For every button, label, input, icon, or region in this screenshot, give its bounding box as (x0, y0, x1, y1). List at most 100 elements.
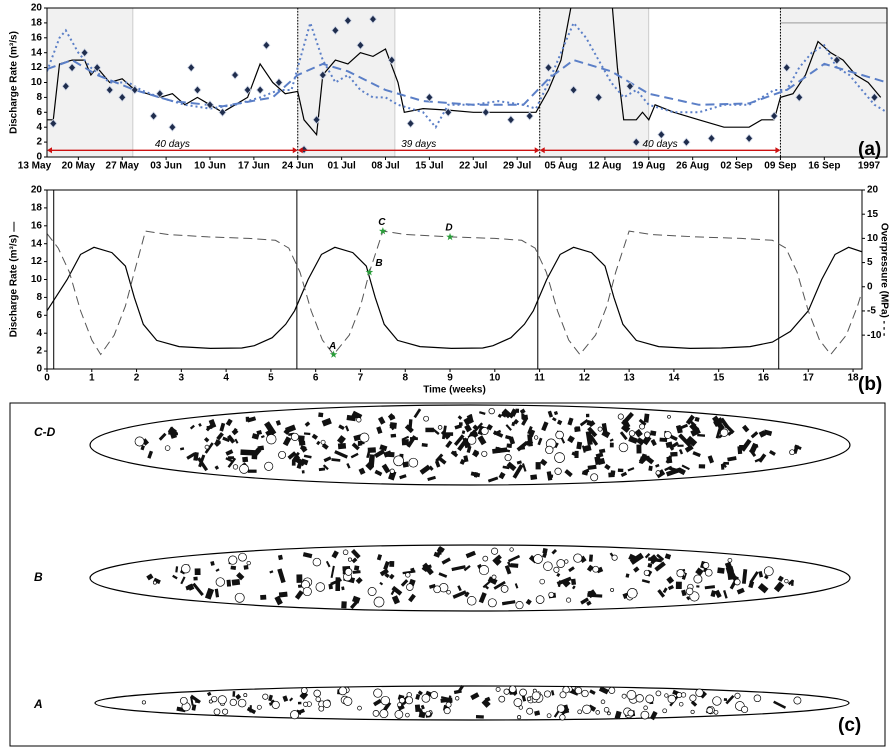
particle (539, 458, 548, 467)
particle (301, 470, 305, 474)
particle (534, 710, 541, 716)
bubble (237, 698, 247, 708)
bubble (595, 710, 600, 715)
bubble (312, 557, 322, 567)
bubble (393, 455, 404, 467)
particle (604, 463, 611, 471)
particle (457, 415, 463, 420)
particle (434, 460, 441, 468)
particle (707, 455, 715, 464)
particle (277, 554, 283, 561)
particle (726, 425, 735, 435)
particle (420, 704, 425, 710)
particle (757, 583, 769, 594)
y2-tick-label: 0 (867, 281, 873, 292)
particle (389, 561, 395, 567)
particle (350, 452, 359, 459)
data-point (274, 77, 283, 88)
particle (331, 550, 339, 559)
particle (321, 417, 332, 427)
bubble (228, 555, 238, 565)
particle (694, 416, 700, 422)
particle (294, 451, 300, 458)
particle (617, 468, 624, 473)
bubble (271, 700, 280, 709)
particle (598, 686, 609, 695)
plot-area (47, 8, 887, 157)
data-point (93, 62, 102, 73)
particle (546, 471, 553, 481)
particle (628, 435, 638, 444)
particle (374, 449, 386, 459)
particle (346, 462, 351, 469)
particle (277, 568, 286, 584)
x-axis-label: Time (weeks) (423, 385, 486, 396)
bubble (573, 553, 583, 563)
bubble (372, 710, 380, 717)
data-point (318, 70, 327, 80)
particle (587, 464, 597, 470)
particle (650, 439, 657, 447)
particle (507, 554, 521, 563)
x-tick-label: 1 (89, 373, 95, 384)
bubble (229, 698, 237, 707)
particle (358, 467, 366, 475)
particle (388, 573, 395, 580)
bubble (663, 431, 672, 439)
particle (556, 576, 572, 586)
particle (681, 464, 690, 471)
bubble (421, 693, 431, 703)
bubble (290, 432, 299, 441)
bubble (181, 564, 191, 574)
bubble (667, 694, 677, 704)
y-tick-label: 8 (36, 92, 42, 103)
particle (521, 463, 527, 472)
y-tick-label: 4 (36, 328, 42, 339)
bubble (394, 710, 404, 719)
particle (504, 565, 512, 575)
plot-frame (46, 189, 863, 370)
particle (367, 462, 373, 468)
particle (542, 548, 548, 554)
particle (215, 568, 220, 572)
particle (585, 413, 590, 418)
particle (678, 449, 684, 455)
data-point (745, 133, 754, 143)
bubble (559, 714, 566, 721)
particle (341, 601, 347, 609)
x-tick-label: 01 Jul (327, 161, 356, 172)
particle (509, 414, 514, 419)
particle (501, 600, 516, 606)
particle (180, 576, 186, 585)
particle-ellipse (89, 404, 851, 486)
bubble (344, 568, 353, 576)
particle (415, 693, 421, 700)
particle (537, 437, 543, 446)
particle (667, 584, 674, 591)
data-point (525, 111, 534, 121)
shaded-period (780, 8, 887, 157)
bubble (455, 696, 460, 701)
bubble (359, 432, 370, 443)
particle (576, 441, 583, 450)
particle (351, 442, 360, 451)
bubble (543, 561, 553, 571)
bubble (607, 711, 611, 716)
particle (464, 591, 470, 598)
particle (346, 414, 357, 422)
y2-tick-label: 20 (867, 185, 879, 196)
particle (686, 435, 698, 447)
particle (231, 428, 239, 436)
x-tick-label: 27 May (106, 161, 140, 172)
particle (634, 428, 643, 438)
bubble (713, 709, 719, 715)
particle (589, 434, 599, 446)
bubble (134, 436, 145, 447)
particle (492, 554, 502, 564)
panel-label: (c) (838, 715, 861, 736)
particle (443, 432, 451, 440)
bubble (509, 547, 514, 552)
particle (425, 427, 434, 433)
particle (140, 445, 145, 451)
x-tick-label: 9 (447, 373, 453, 384)
